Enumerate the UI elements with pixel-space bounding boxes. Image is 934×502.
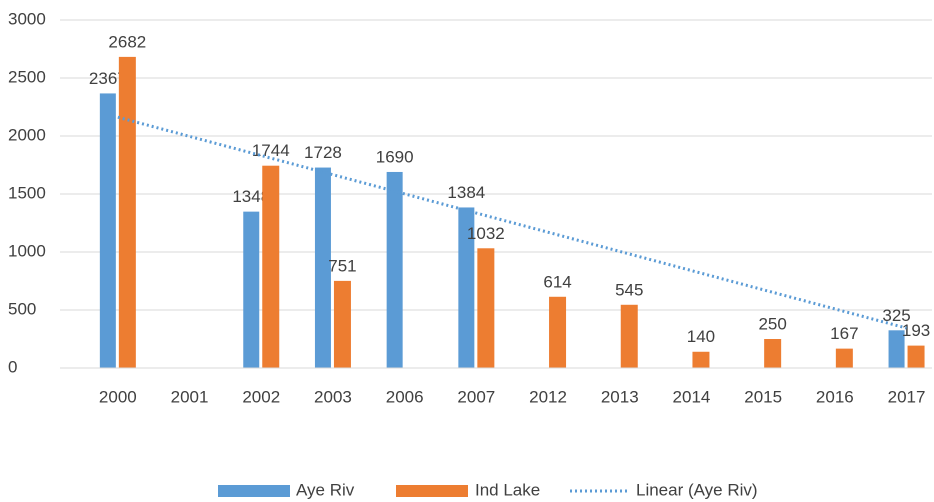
bar bbox=[386, 171, 403, 368]
data-label: 614 bbox=[543, 272, 571, 291]
x-tick-label: 2001 bbox=[171, 387, 209, 406]
x-tick-label: 2012 bbox=[529, 387, 567, 406]
x-tick-label: 2015 bbox=[744, 387, 782, 406]
x-tick-label: 2013 bbox=[601, 387, 639, 406]
data-label: 545 bbox=[615, 280, 643, 299]
data-label: 1690 bbox=[376, 147, 414, 166]
data-label: 193 bbox=[902, 321, 930, 340]
data-label: 325 bbox=[882, 306, 910, 325]
data-label: 1384 bbox=[447, 183, 485, 202]
y-tick-label: 1000 bbox=[8, 241, 46, 260]
x-tick-label: 2006 bbox=[386, 387, 424, 406]
bar bbox=[907, 345, 925, 368]
data-label: 140 bbox=[687, 327, 715, 346]
x-tick-label: 2000 bbox=[99, 387, 137, 406]
data-label: 1744 bbox=[252, 141, 290, 160]
y-tick-label: 3000 bbox=[8, 9, 46, 28]
data-label: 167 bbox=[830, 324, 858, 343]
bar bbox=[99, 93, 116, 368]
data-label: 1728 bbox=[304, 143, 342, 162]
x-tick-label: 2017 bbox=[888, 387, 926, 406]
legend-swatch bbox=[218, 485, 290, 497]
bar bbox=[333, 280, 351, 368]
trendline bbox=[117, 115, 907, 330]
bar bbox=[835, 348, 853, 368]
legend-swatch bbox=[396, 485, 468, 497]
y-tick-label: 2500 bbox=[8, 67, 46, 86]
legend-label: Linear (Aye Riv) bbox=[636, 480, 758, 499]
bar bbox=[314, 167, 331, 368]
data-label: 2682 bbox=[108, 32, 146, 51]
data-label: 250 bbox=[758, 314, 786, 333]
bar bbox=[620, 304, 638, 368]
bar bbox=[692, 351, 710, 368]
data-label: 2367 bbox=[89, 69, 127, 88]
data-label: 1348 bbox=[232, 187, 270, 206]
bar bbox=[888, 330, 905, 368]
x-tick-label: 2003 bbox=[314, 387, 352, 406]
y-tick-label: 2000 bbox=[8, 125, 46, 144]
y-tick-label: 1500 bbox=[8, 183, 46, 202]
data-label: 1032 bbox=[467, 224, 505, 243]
x-tick-label: 2002 bbox=[242, 387, 280, 406]
y-tick-label: 0 bbox=[8, 357, 17, 376]
bar bbox=[262, 165, 280, 368]
bar bbox=[458, 207, 475, 368]
legend-label: Aye Riv bbox=[296, 480, 355, 499]
y-tick-label: 500 bbox=[8, 299, 36, 318]
bar bbox=[549, 296, 567, 368]
legend-label: Ind Lake bbox=[475, 480, 540, 499]
bar bbox=[764, 339, 782, 368]
bar bbox=[243, 211, 260, 368]
data-label: 751 bbox=[328, 256, 356, 275]
bar bbox=[118, 56, 136, 368]
x-tick-label: 2016 bbox=[816, 387, 854, 406]
bar bbox=[477, 248, 495, 368]
x-tick-label: 2007 bbox=[457, 387, 495, 406]
x-tick-label: 2014 bbox=[673, 387, 711, 406]
